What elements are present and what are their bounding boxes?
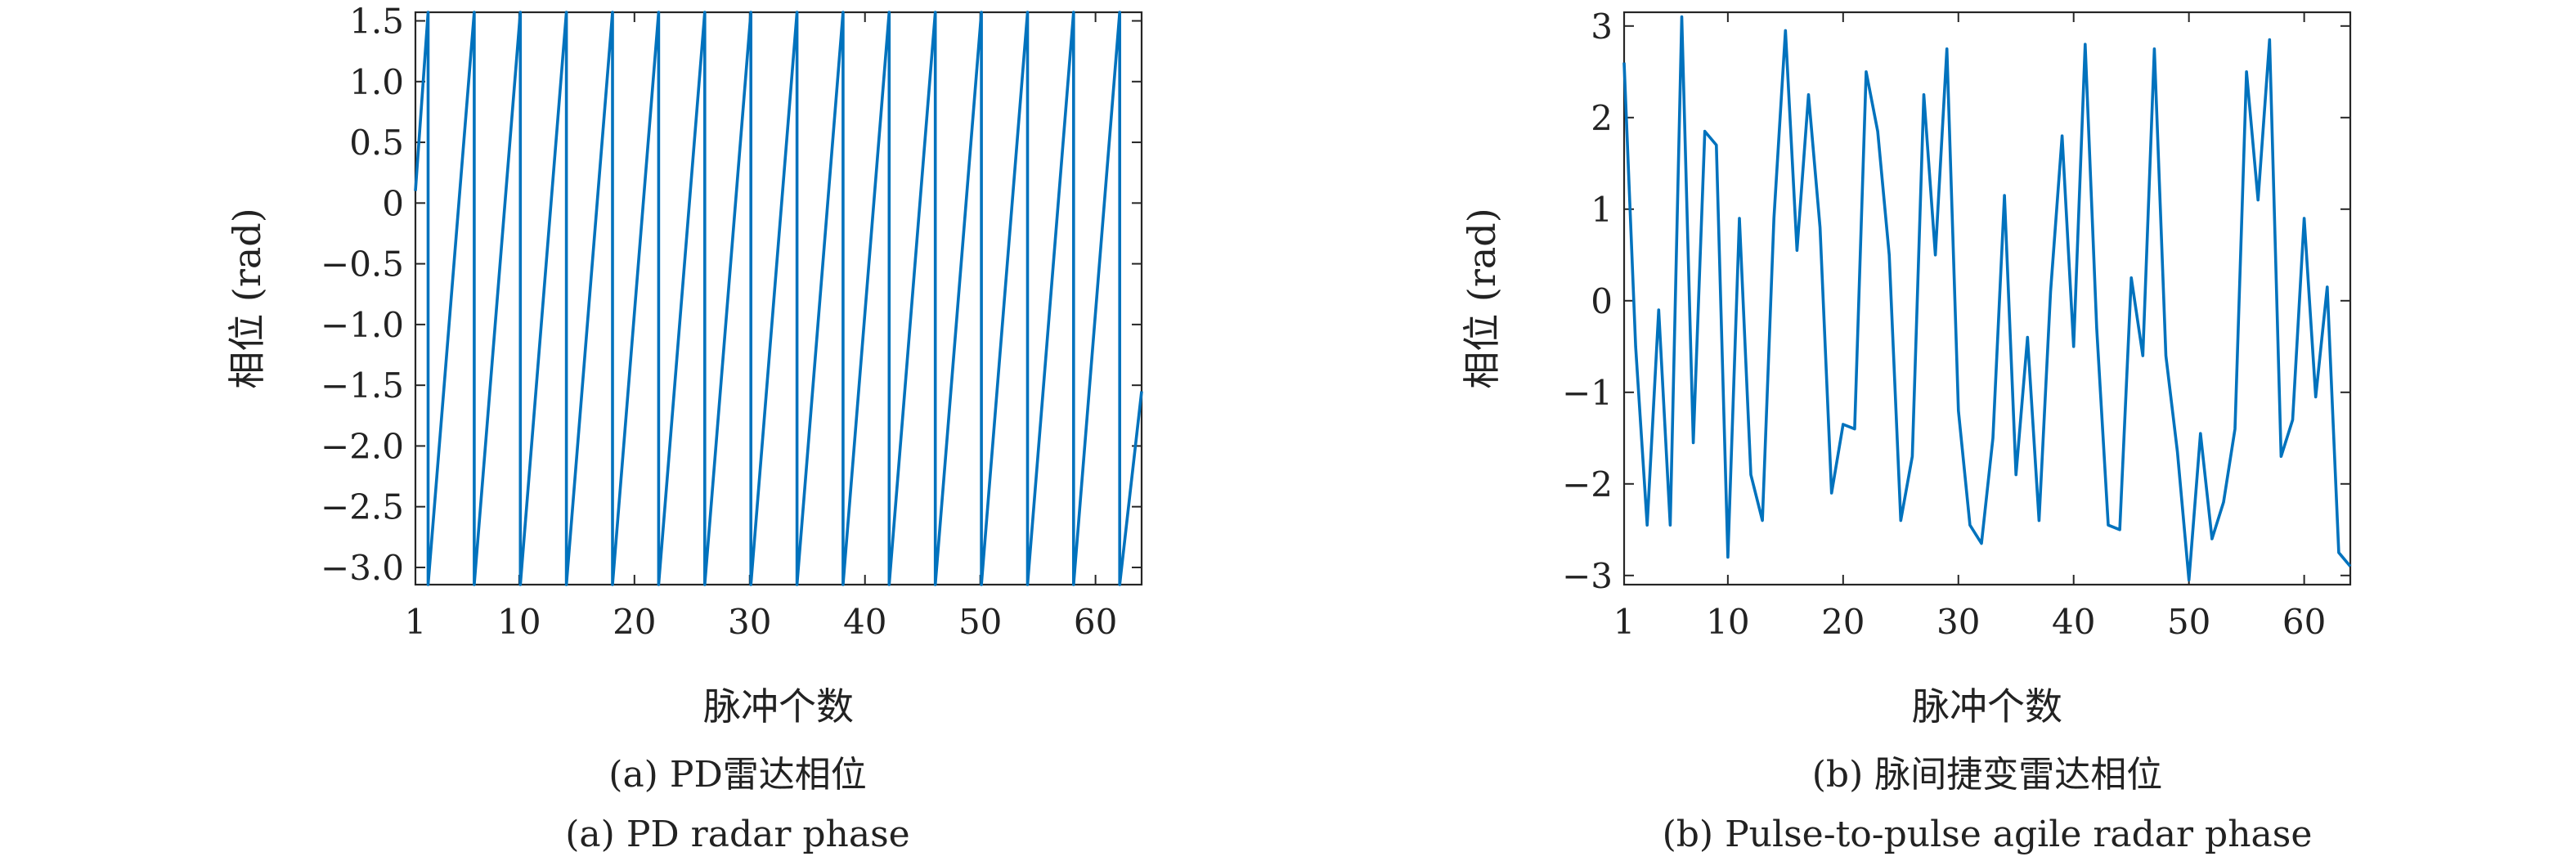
x-tick-label: 30 [728, 602, 771, 642]
y-axis-ticks: 3 2 1 0 −1 −2 −3 [1562, 7, 2350, 596]
y-tick-label: 2 [1591, 98, 1613, 138]
y-tick-label: −2.0 [321, 426, 404, 466]
x-axis-label: 脉冲个数 [703, 684, 854, 729]
y-axis-label: 相位 (rad) [1460, 208, 1504, 388]
y-tick-label: 1.0 [349, 62, 404, 102]
y-tick-label: −2 [1562, 464, 1613, 504]
x-tick-label: 1 [405, 602, 427, 642]
x-tick-label: 60 [1074, 602, 1117, 642]
y-tick-label: −1.5 [321, 365, 404, 406]
y-tick-label: 0.5 [349, 123, 404, 163]
y-tick-label: 1.5 [349, 2, 404, 42]
y-tick-label: 0 [382, 183, 404, 223]
series-line [1622, 15, 2352, 582]
x-tick-label: 50 [2167, 602, 2210, 642]
x-tick-label: 50 [958, 602, 1002, 642]
plot-area [414, 11, 1143, 586]
y-tick-label: −1.0 [321, 305, 404, 345]
chart-panel-a: 1.5 1.0 0.5 0 −0.5 −1.0 −1.5 −2.0 −2.5 −3.0 1 10 20… [225, 2, 1143, 855]
y-tick-label: −3.0 [321, 548, 404, 588]
y-tick-label: −3 [1562, 556, 1613, 596]
x-axis-label: 脉冲个数 [1912, 684, 2062, 729]
x-axis-ticks: 1 10 20 30 40 50 60 [1613, 12, 2326, 642]
x-tick-label: 60 [2282, 602, 2326, 642]
plot-frame [1622, 11, 2352, 586]
y-tick-label: 0 [1591, 281, 1613, 321]
x-tick-label: 40 [2052, 602, 2095, 642]
series-line [414, 11, 1143, 586]
x-tick-label: 10 [1706, 602, 1749, 642]
caption-en: (a) PD radar phase [565, 814, 909, 855]
x-tick-label: 10 [497, 602, 541, 642]
y-axis-ticks: 1.5 1.0 0.5 0 −0.5 −1.0 −1.5 −2.0 −2.5 −3.0 [321, 2, 1142, 588]
caption-cn: (a) PD雷达相位 [608, 754, 866, 796]
y-tick-label: −1 [1562, 373, 1613, 413]
plot-frame [414, 11, 1143, 586]
y-tick-label: −0.5 [321, 244, 404, 285]
y-tick-label: −2.5 [321, 487, 404, 527]
x-tick-label: 1 [1613, 602, 1636, 642]
x-tick-label: 40 [843, 602, 886, 642]
plot-area [1622, 15, 2352, 582]
y-tick-label: 1 [1591, 190, 1613, 230]
caption-en: (b) Pulse-to-pulse agile radar phase [1663, 814, 2313, 855]
caption-cn: (b) 脉间捷变雷达相位 [1812, 754, 2162, 796]
y-axis-label: 相位 (rad) [225, 208, 269, 388]
y-tick-label: 3 [1591, 7, 1613, 47]
x-axis-ticks: 1 10 20 30 40 50 60 [405, 12, 1117, 642]
x-tick-label: 20 [1821, 602, 1865, 642]
x-tick-label: 30 [1936, 602, 1980, 642]
x-tick-label: 20 [613, 602, 656, 642]
